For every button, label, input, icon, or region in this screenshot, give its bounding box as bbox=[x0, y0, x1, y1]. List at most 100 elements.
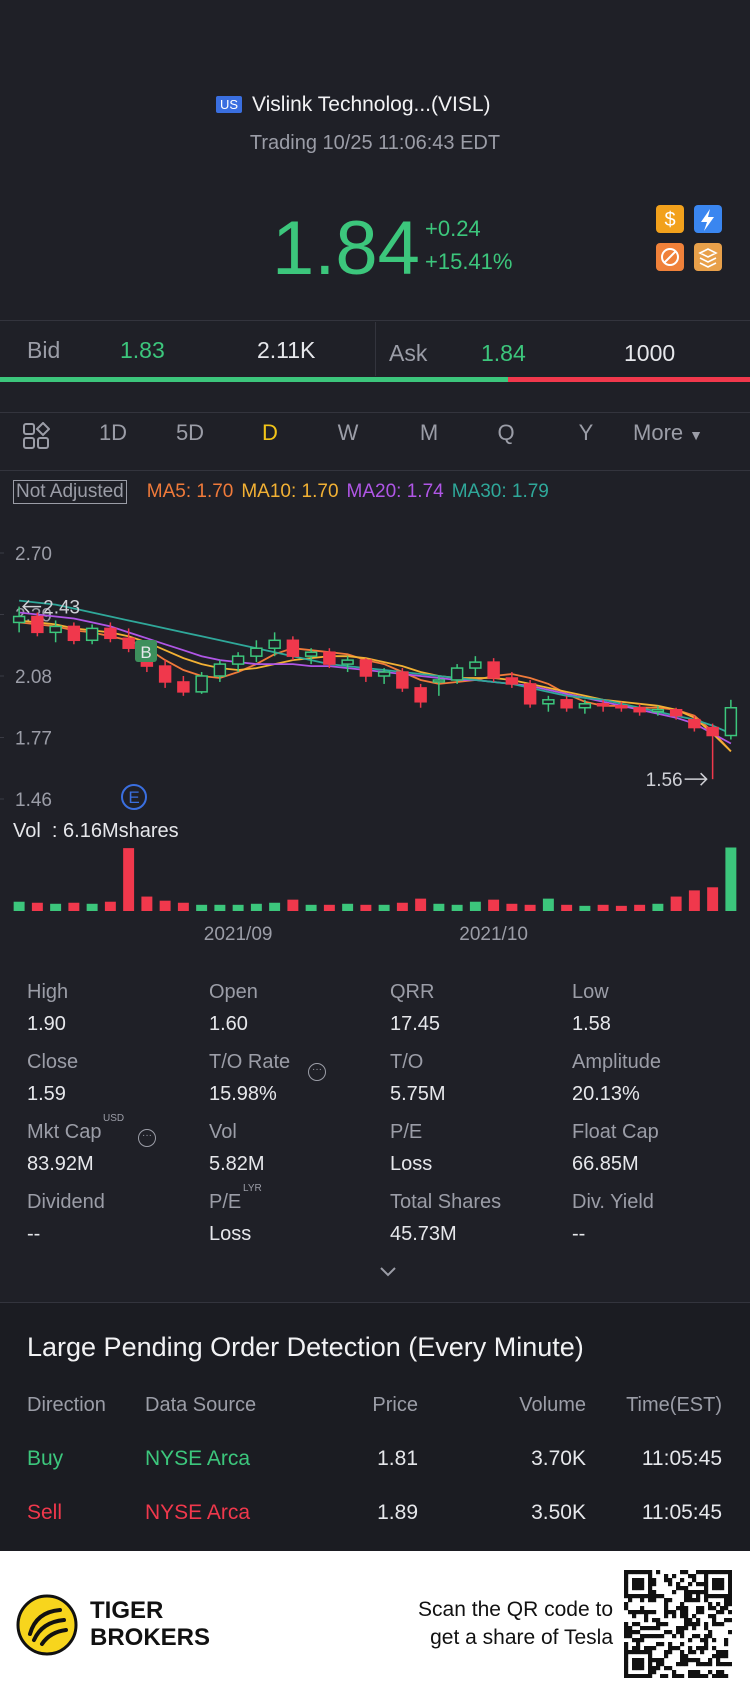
expand-chevron[interactable] bbox=[378, 1265, 398, 1279]
qr-module bbox=[680, 1650, 685, 1655]
qr-module bbox=[692, 1674, 697, 1678]
qr-module bbox=[640, 1598, 645, 1603]
qr-module bbox=[648, 1666, 653, 1671]
qr-module bbox=[704, 1586, 709, 1591]
qr-module bbox=[648, 1670, 653, 1675]
qr-module bbox=[708, 1594, 713, 1599]
qr-module bbox=[708, 1630, 713, 1635]
qr-module bbox=[680, 1662, 685, 1667]
qr-module bbox=[624, 1670, 629, 1675]
stat-label: P/E bbox=[209, 1191, 242, 1213]
qr-module bbox=[656, 1626, 661, 1631]
qr-module bbox=[696, 1662, 701, 1667]
volume-bar bbox=[196, 904, 208, 911]
candle-body bbox=[158, 665, 172, 683]
qr-module bbox=[636, 1582, 641, 1587]
period-tab[interactable]: D bbox=[262, 420, 278, 445]
x-tick-label: 2021/09 bbox=[204, 924, 273, 945]
volume-bar bbox=[141, 896, 153, 911]
qr-module bbox=[696, 1610, 701, 1615]
qr-module bbox=[680, 1570, 685, 1575]
volume-bar bbox=[342, 903, 354, 911]
qr-module bbox=[676, 1606, 681, 1611]
qr-module bbox=[636, 1650, 641, 1655]
qr-module bbox=[680, 1642, 685, 1647]
qr-module bbox=[656, 1622, 661, 1627]
qr-module bbox=[624, 1666, 629, 1671]
bid-label: Bid bbox=[27, 337, 61, 363]
qr-module bbox=[688, 1618, 693, 1623]
dropdown-caret: ▼ bbox=[689, 427, 703, 443]
stat-value: 5.75M bbox=[390, 1083, 446, 1105]
qr-module bbox=[660, 1594, 665, 1599]
qr-module bbox=[728, 1610, 732, 1615]
volume-bar bbox=[415, 898, 427, 911]
qr-module bbox=[644, 1674, 649, 1678]
qr-module bbox=[632, 1662, 637, 1667]
column-header: Time(EST) bbox=[626, 1394, 722, 1416]
qr-module bbox=[712, 1654, 717, 1659]
change-percent: +15.41% bbox=[425, 249, 513, 274]
qr-module bbox=[652, 1582, 657, 1587]
qr-module bbox=[700, 1610, 705, 1615]
stat-value: 1.59 bbox=[27, 1083, 66, 1105]
qr-module bbox=[716, 1570, 721, 1575]
qr-module bbox=[680, 1602, 685, 1607]
qr-module bbox=[636, 1610, 641, 1615]
volume-bar bbox=[634, 904, 646, 911]
qr-module bbox=[684, 1594, 689, 1599]
qr-module bbox=[628, 1634, 633, 1639]
candle-body bbox=[250, 647, 263, 657]
volume-bar bbox=[451, 904, 463, 911]
qr-module bbox=[728, 1570, 732, 1575]
qr-module bbox=[700, 1638, 705, 1643]
candle-body bbox=[122, 637, 135, 649]
qr-module bbox=[660, 1634, 665, 1639]
period-tab[interactable]: 1D bbox=[98, 420, 128, 445]
qr-module bbox=[712, 1638, 717, 1643]
qr-module bbox=[676, 1630, 681, 1635]
stat-value: Loss bbox=[209, 1223, 252, 1245]
stat-label: Dividend bbox=[27, 1191, 105, 1213]
qr-module bbox=[636, 1586, 641, 1591]
qr-module bbox=[652, 1646, 657, 1651]
qr-module bbox=[696, 1674, 701, 1678]
info-icon[interactable]: ··· bbox=[308, 1063, 326, 1081]
qr-module bbox=[700, 1674, 705, 1678]
layout-icon[interactable] bbox=[22, 422, 50, 450]
period-tab[interactable]: 5D bbox=[175, 420, 205, 445]
order-cell: Buy bbox=[27, 1447, 64, 1470]
period-tab[interactable]: Q bbox=[497, 420, 515, 445]
qr-module bbox=[704, 1626, 709, 1631]
qr-module bbox=[636, 1594, 641, 1599]
qr-module bbox=[684, 1590, 689, 1595]
qr-module bbox=[688, 1646, 693, 1651]
qr-module bbox=[724, 1662, 729, 1667]
candle-body bbox=[231, 655, 245, 665]
stock-name: Vislink Technolog...(VISL) bbox=[252, 93, 491, 116]
qr-module bbox=[728, 1590, 732, 1595]
candle-body bbox=[523, 683, 537, 705]
y-tick-label: 2.70 bbox=[15, 544, 52, 565]
ma-line bbox=[19, 599, 732, 735]
candle-body bbox=[578, 703, 592, 709]
stat-value: 66.85M bbox=[572, 1153, 639, 1175]
qr-module bbox=[704, 1642, 709, 1647]
period-tab[interactable]: W bbox=[337, 420, 359, 445]
period-tab[interactable]: More ▼ bbox=[633, 420, 703, 445]
icon-dollar[interactable] bbox=[656, 205, 684, 233]
qr-module bbox=[648, 1654, 653, 1659]
qr-module bbox=[684, 1626, 689, 1631]
adjust-toggle[interactable]: Not Adjusted bbox=[13, 480, 127, 504]
qr-module bbox=[692, 1574, 697, 1579]
stat-value: Loss bbox=[390, 1153, 433, 1175]
info-icon[interactable]: ··· bbox=[138, 1129, 156, 1147]
period-tab[interactable]: M bbox=[419, 420, 439, 445]
qr-module bbox=[648, 1594, 653, 1599]
period-tab[interactable]: Y bbox=[578, 420, 594, 445]
volume-bar bbox=[615, 905, 627, 911]
qr-module bbox=[624, 1590, 629, 1595]
stat-label: T/O bbox=[390, 1051, 424, 1073]
volume-bar bbox=[378, 904, 390, 911]
qr-module bbox=[632, 1622, 637, 1627]
